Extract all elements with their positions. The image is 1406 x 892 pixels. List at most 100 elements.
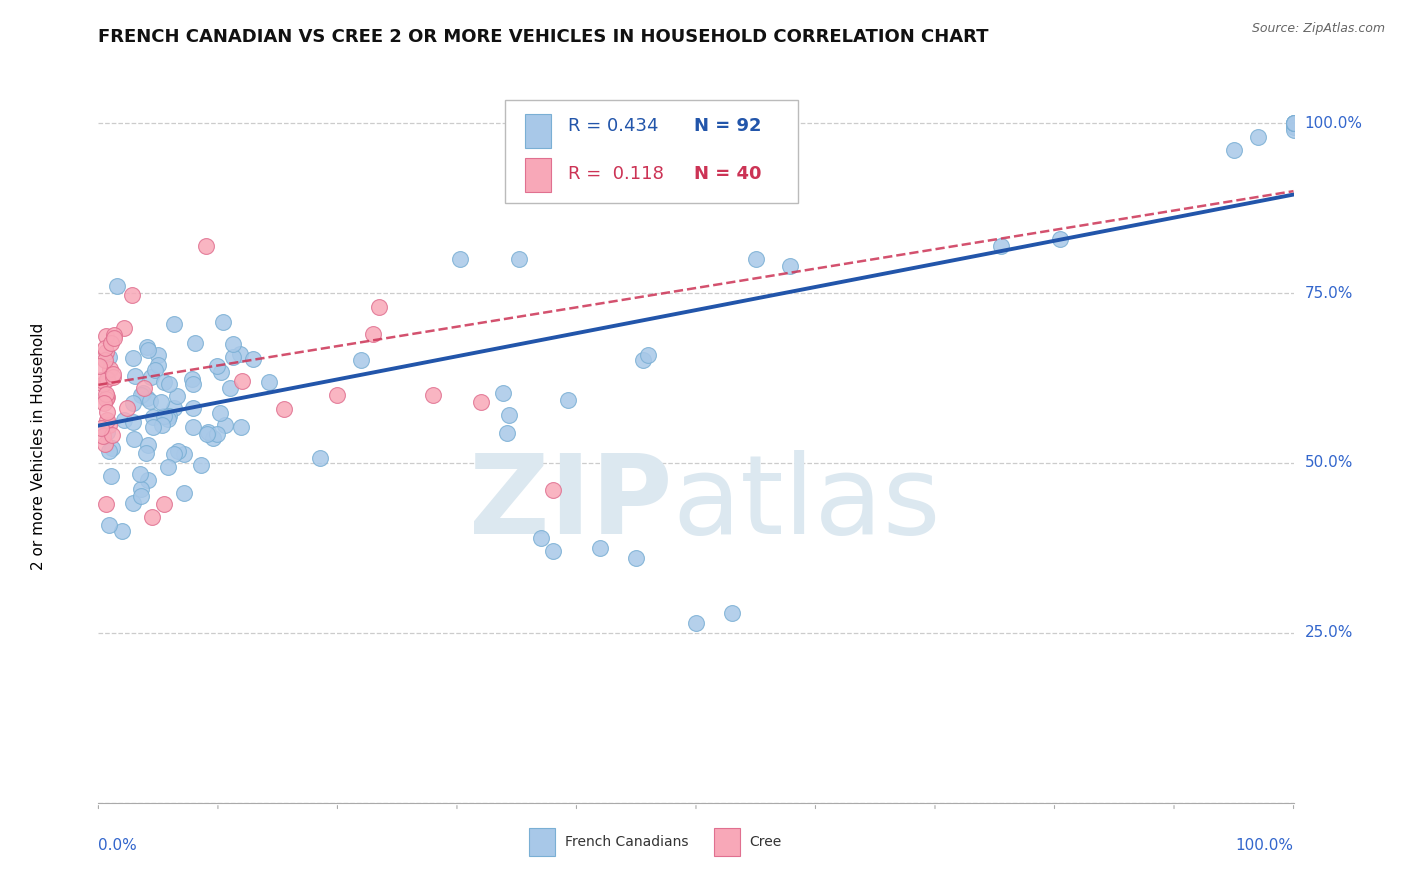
Point — [157, 409, 180, 424]
Point — [131, 386, 153, 401]
Text: 0.0%: 0.0% — [98, 838, 138, 854]
Point — [173, 486, 195, 500]
Text: Source: ZipAtlas.com: Source: ZipAtlas.com — [1251, 22, 1385, 36]
Point — [557, 392, 579, 407]
Point — [90, 421, 112, 435]
Point — [197, 425, 219, 440]
Point — [111, 524, 134, 538]
Point — [112, 321, 135, 335]
Point — [190, 458, 212, 472]
Point — [229, 420, 252, 434]
Point — [495, 426, 517, 441]
Text: R =  0.118: R = 0.118 — [568, 165, 664, 183]
Point — [163, 317, 186, 331]
Point — [242, 351, 264, 366]
Text: 2 or more Vehicles in Household: 2 or more Vehicles in Household — [31, 322, 46, 570]
Point — [157, 376, 180, 391]
Point — [98, 517, 121, 532]
Text: 25.0%: 25.0% — [1305, 625, 1353, 640]
Point — [166, 389, 188, 403]
Point — [685, 615, 707, 630]
Text: 75.0%: 75.0% — [1305, 285, 1353, 301]
Point — [326, 388, 349, 402]
Point — [103, 331, 125, 345]
Point — [470, 394, 492, 409]
Point — [990, 238, 1012, 252]
Point — [1049, 232, 1071, 246]
Point — [181, 420, 204, 434]
FancyBboxPatch shape — [505, 100, 797, 203]
Bar — [714, 828, 740, 856]
Point — [212, 315, 235, 329]
Point — [721, 606, 744, 620]
Point — [589, 541, 612, 555]
Point — [222, 350, 245, 364]
Point — [508, 252, 530, 266]
Point — [150, 395, 173, 409]
Point — [1282, 120, 1305, 134]
Point — [91, 376, 114, 391]
Point — [94, 352, 117, 367]
Point — [222, 337, 245, 351]
Point — [94, 497, 117, 511]
Point — [1247, 129, 1270, 144]
Point — [156, 412, 179, 426]
Point — [121, 288, 143, 302]
Point — [530, 531, 553, 545]
Point — [94, 344, 117, 359]
Point — [103, 367, 125, 381]
Point — [498, 408, 520, 422]
Text: N = 92: N = 92 — [693, 117, 761, 135]
Text: N = 40: N = 40 — [693, 165, 761, 183]
Point — [105, 278, 128, 293]
Point — [122, 432, 145, 446]
Point — [139, 394, 162, 409]
Text: 50.0%: 50.0% — [1305, 456, 1353, 470]
Point — [142, 420, 165, 434]
Point — [779, 259, 801, 273]
Point — [1282, 116, 1305, 130]
Point — [181, 401, 204, 415]
Point — [136, 438, 159, 452]
Point — [141, 510, 163, 524]
Point — [122, 351, 145, 365]
Point — [350, 353, 373, 368]
Point — [449, 252, 471, 266]
Point — [135, 392, 157, 406]
Point — [91, 429, 114, 443]
Point — [309, 451, 332, 466]
Point — [96, 405, 118, 419]
Point — [94, 341, 117, 355]
Point — [1282, 116, 1305, 130]
Point — [214, 418, 236, 433]
Point — [156, 460, 179, 475]
Point — [163, 401, 186, 415]
Point — [257, 375, 280, 389]
Point — [96, 425, 118, 440]
Point — [136, 340, 159, 354]
Point — [202, 431, 225, 445]
Point — [422, 388, 444, 402]
Text: Cree: Cree — [749, 835, 782, 849]
Point — [100, 427, 122, 442]
Point — [139, 369, 162, 384]
Point — [163, 447, 186, 461]
Text: French Canadians: French Canadians — [565, 835, 688, 849]
Point — [129, 489, 152, 503]
Point — [181, 372, 204, 386]
Point — [89, 359, 111, 373]
Point — [745, 252, 768, 266]
Text: ZIP: ZIP — [468, 450, 672, 557]
Point — [208, 406, 231, 420]
Point — [219, 381, 242, 395]
Point — [229, 347, 252, 361]
Point — [146, 359, 169, 373]
Point — [96, 372, 118, 386]
Point — [1223, 144, 1246, 158]
Bar — [524, 158, 551, 192]
Point — [98, 443, 121, 458]
Text: FRENCH CANADIAN VS CREE 2 OR MORE VEHICLES IN HOUSEHOLD CORRELATION CHART: FRENCH CANADIAN VS CREE 2 OR MORE VEHICL… — [98, 29, 988, 46]
Point — [132, 381, 155, 395]
Point — [368, 300, 391, 314]
Point — [146, 348, 169, 362]
